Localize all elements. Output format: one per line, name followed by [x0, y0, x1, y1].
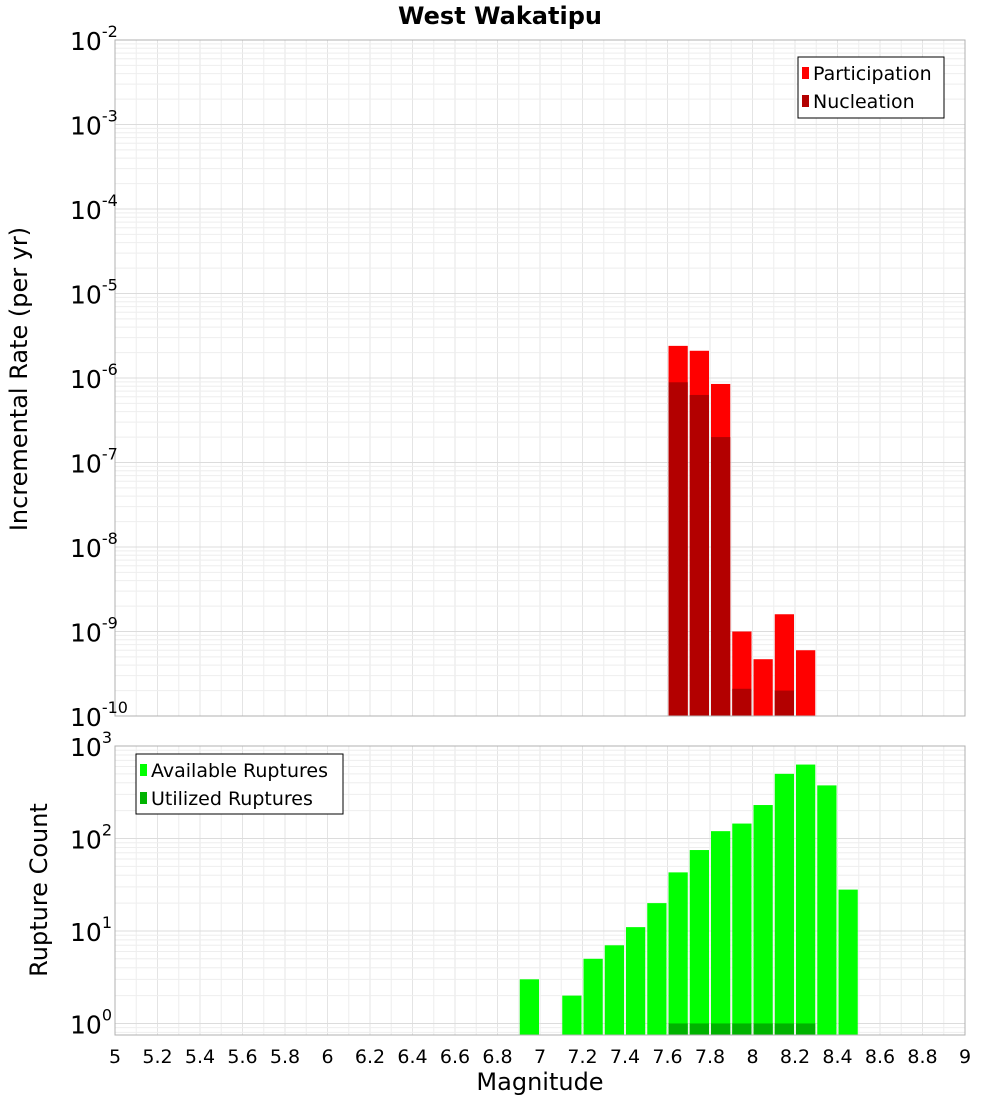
- bottom-bar: [796, 1023, 816, 1035]
- top-y-tick-label: 10-9: [70, 614, 118, 648]
- bottom-y-axis-label: Rupture Count: [25, 803, 53, 977]
- top-legend-label: Nucleation: [813, 91, 915, 113]
- bottom-bar: [732, 1023, 752, 1035]
- x-tick-label: 8.8: [907, 1046, 937, 1068]
- x-tick-label: 8.2: [780, 1046, 810, 1068]
- bottom-bar: [689, 850, 709, 1035]
- x-tick-label: 6.2: [355, 1046, 385, 1068]
- x-tick-label: 6.8: [482, 1046, 512, 1068]
- x-tick-label: 5: [109, 1046, 121, 1068]
- x-tick-label: 8.6: [865, 1046, 895, 1068]
- bottom-bar: [817, 785, 837, 1035]
- bottom-legend-label: Available Ruptures: [151, 760, 328, 782]
- bottom-bar: [668, 1023, 688, 1035]
- x-tick-label: 6.6: [440, 1046, 470, 1068]
- bottom-bar: [604, 945, 624, 1035]
- bottom-bar: [668, 872, 688, 1035]
- top-bar: [732, 688, 752, 716]
- top-y-tick-label: 10-5: [70, 276, 118, 310]
- x-tick-label: 5.4: [185, 1046, 215, 1068]
- top-y-axis-label: Incremental Rate (per yr): [5, 227, 33, 531]
- bottom-legend: Available Ruptures Utilized Ruptures: [135, 753, 344, 815]
- bottom-bar: [774, 773, 794, 1035]
- x-tick-label: 5.6: [227, 1046, 257, 1068]
- bottom-y-ticks: 100 101 102 103: [70, 728, 112, 1039]
- bottom-bar: [647, 903, 667, 1035]
- top-bar: [774, 690, 794, 716]
- top-y-tick-label: 10-6: [70, 360, 118, 394]
- bottom-bar: [583, 958, 603, 1035]
- bottom-y-tick-label: 102: [70, 820, 112, 854]
- top-y-tick-label: 10-2: [70, 22, 118, 56]
- chart-title: West Wakatipu: [398, 2, 602, 30]
- top-panel: 10-10 10-9 10-8 10-7 10-6 10-5 10-4 10-3 10-2 Par…: [70, 22, 966, 732]
- top-bar: [689, 394, 709, 716]
- bottom-bar: [562, 995, 582, 1035]
- top-legend-label: Participation: [813, 63, 932, 85]
- x-tick-label: 5.2: [142, 1046, 172, 1068]
- bottom-y-tick-label: 103: [70, 728, 112, 762]
- x-tick-label: 6: [321, 1046, 333, 1068]
- bottom-bar: [838, 889, 858, 1035]
- top-bar: [711, 437, 731, 716]
- x-tick-label: 9: [959, 1046, 971, 1068]
- top-legend: Participation Nucleation: [797, 56, 945, 119]
- bottom-series-0: [519, 764, 858, 1035]
- top-plot-frame: [114, 39, 966, 717]
- top-series-1: [668, 382, 794, 716]
- top-y-tick-label: 10-4: [70, 191, 118, 225]
- bottom-bar: [753, 1023, 773, 1035]
- x-axis-label: Magnitude: [476, 1068, 603, 1096]
- bottom-legend-swatch: [140, 764, 147, 776]
- top-legend-box: [797, 56, 945, 119]
- bottom-bar: [796, 764, 816, 1035]
- top-legend-swatch: [802, 67, 809, 79]
- x-tick-label: 7.2: [567, 1046, 597, 1068]
- bottom-bar: [711, 1023, 731, 1035]
- x-tick-label: 7.6: [652, 1046, 682, 1068]
- bottom-bar: [626, 927, 646, 1035]
- bottom-bar: [774, 1023, 794, 1035]
- bottom-legend-swatch: [140, 792, 147, 804]
- x-tick-label: 7.8: [695, 1046, 725, 1068]
- bottom-legend-box: [135, 753, 344, 815]
- x-tick-label: 8: [746, 1046, 758, 1068]
- x-tick-label: 8.4: [822, 1046, 852, 1068]
- bottom-bar: [711, 831, 731, 1035]
- bottom-series-1: [668, 1023, 816, 1035]
- x-tick-label: 5.8: [270, 1046, 300, 1068]
- bottom-x-ticks: 5 5.2 5.4 5.6 5.8 6 6.2 6.4 6.6 6.8 7 7.2 7.4 7.6 7.8 8…: [109, 1046, 971, 1068]
- bottom-bar: [753, 805, 773, 1035]
- top-y-tick-label: 10-8: [70, 529, 118, 563]
- top-y-tick-label: 10-7: [70, 445, 118, 479]
- top-legend-swatch: [802, 95, 809, 107]
- top-grid: [114, 40, 966, 717]
- bottom-bar: [732, 823, 752, 1035]
- top-bar: [796, 650, 816, 716]
- bottom-y-tick-label: 100: [70, 1005, 112, 1039]
- bottom-plot-frame: [114, 745, 966, 1036]
- bottom-y-tick-label: 101: [70, 913, 112, 947]
- bottom-legend-label: Utilized Ruptures: [151, 788, 313, 810]
- x-tick-label: 7.4: [610, 1046, 640, 1068]
- top-bar: [668, 382, 688, 716]
- top-y-ticks: 10-10 10-9 10-8 10-7 10-6 10-5 10-4 10-3 10-2: [70, 22, 128, 732]
- bottom-bar: [519, 979, 539, 1035]
- top-y-tick-label: 10-3: [70, 107, 118, 141]
- top-y-tick-label: 10-10: [70, 698, 128, 732]
- x-tick-label: 6.4: [397, 1046, 427, 1068]
- top-bar: [753, 659, 773, 716]
- bottom-bar: [689, 1023, 709, 1035]
- x-tick-label: 7: [534, 1046, 546, 1068]
